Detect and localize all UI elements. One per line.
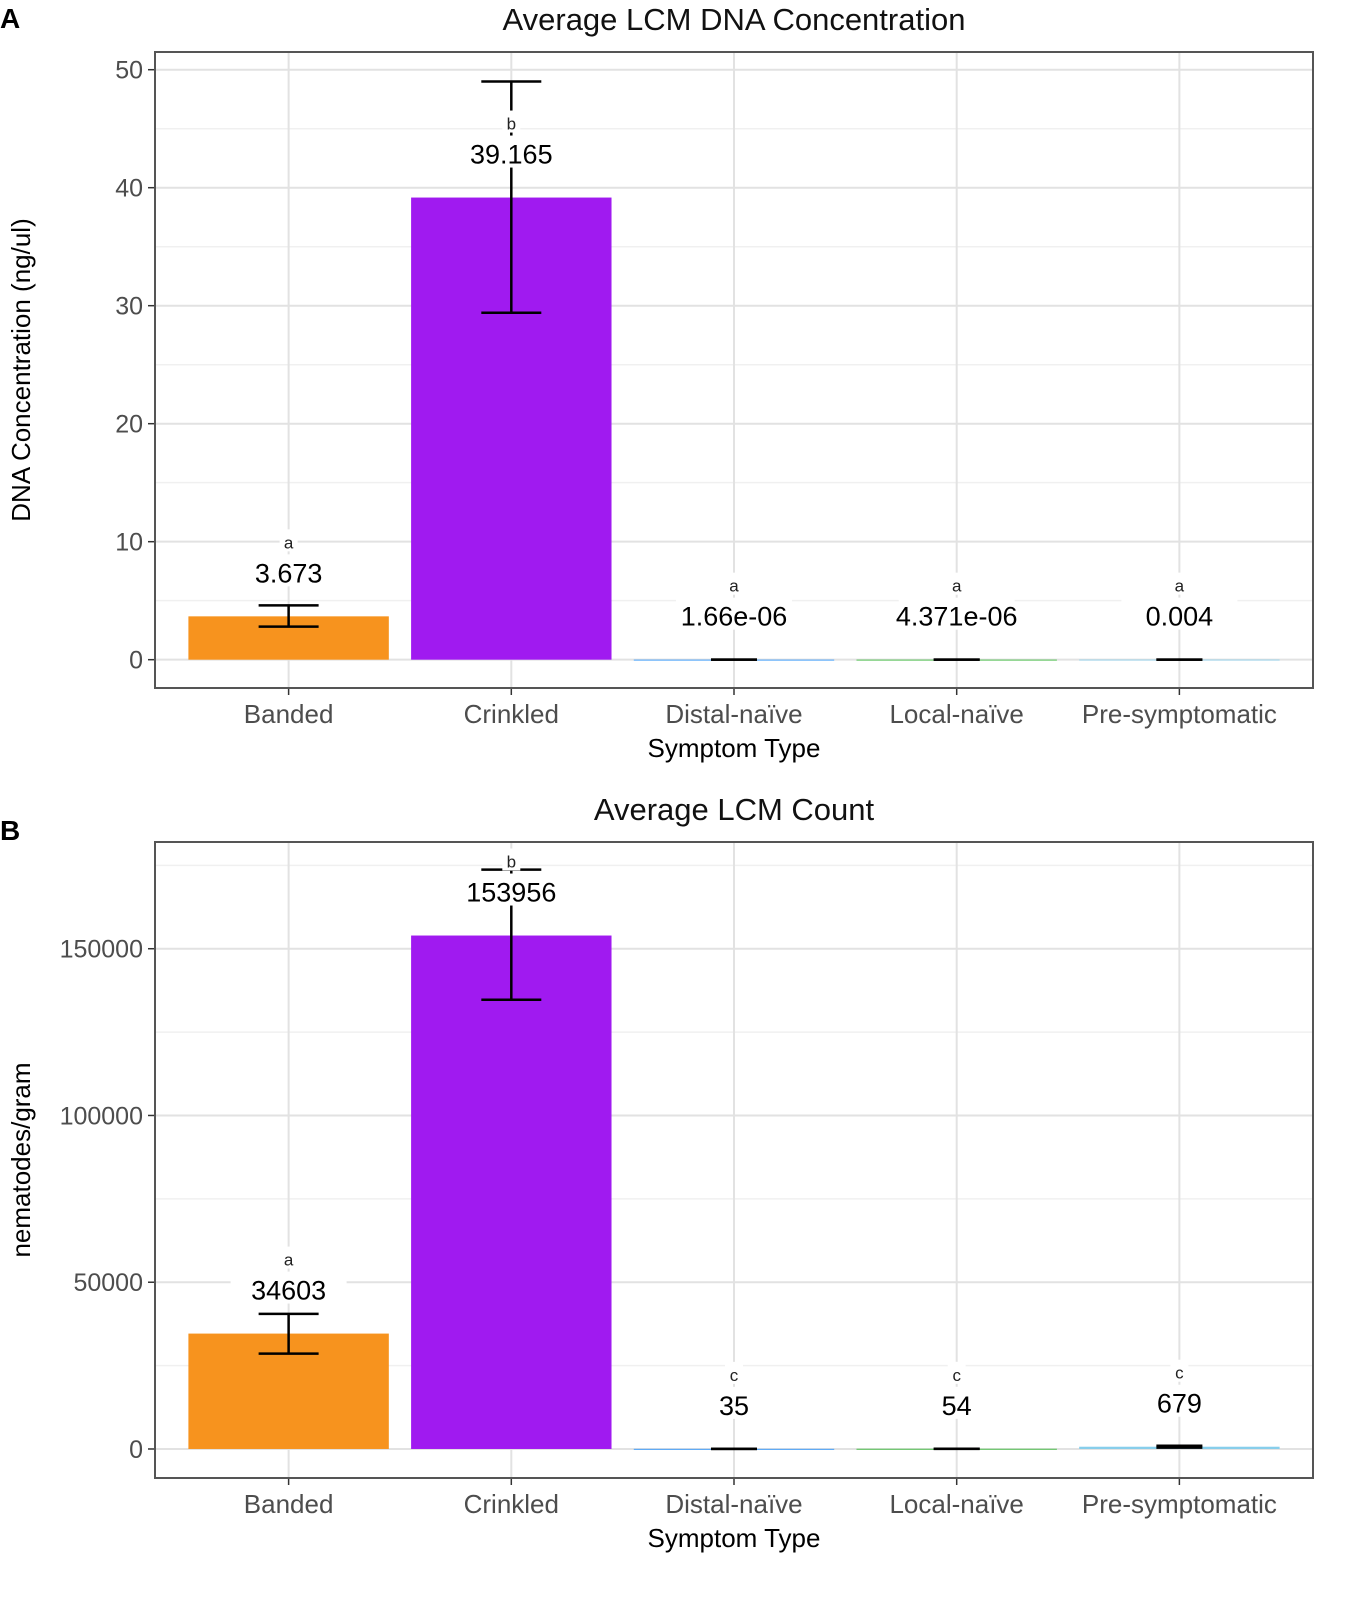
- letter-label-background: [725, 572, 743, 595]
- value-label-background: [898, 597, 1015, 630]
- x-tick-label: Pre-symptomatic: [1082, 1489, 1277, 1519]
- x-tick-label: Distal-naïve: [665, 1489, 802, 1519]
- panel-letter: A: [0, 3, 20, 34]
- y-tick-label: 150000: [60, 936, 143, 964]
- y-axis-title: DNA Concentration (ng/ul): [6, 218, 36, 521]
- value-label-background: [898, 1386, 1015, 1419]
- chart-title: Average LCM Count: [594, 792, 875, 827]
- value-label: 39.165: [470, 140, 553, 170]
- letter-label-background: [279, 529, 298, 552]
- y-tick-label: 0: [129, 1436, 143, 1464]
- value-label: 679: [1157, 1389, 1202, 1419]
- significance-letter: a: [1175, 577, 1185, 596]
- plot-border: [154, 841, 1314, 1479]
- x-tick-label: Distal-naïve: [665, 699, 802, 729]
- x-tick-label: Local-naïve: [889, 1489, 1023, 1519]
- value-label: 4.371e-06: [896, 602, 1018, 632]
- significance-letter: a: [952, 577, 962, 596]
- panel-b: B Average LCM Count 0 50000 100000 150000 3460…: [0, 792, 1314, 1553]
- value-label: 1.66e-06: [681, 602, 788, 632]
- significance-letter: c: [1175, 1364, 1184, 1383]
- value-label-background: [453, 135, 570, 168]
- chart-title: Average LCM DNA Concentration: [503, 2, 966, 37]
- x-tick-label: Banded: [244, 699, 334, 729]
- y-tick-label: 50000: [73, 1269, 143, 1297]
- value-label: 34603: [251, 1276, 326, 1306]
- y-tick-label: 20: [115, 411, 143, 439]
- value-label-background: [1121, 597, 1238, 630]
- significance-letter: c: [952, 1366, 961, 1385]
- y-axis-title: nematodes/gram: [6, 1062, 36, 1257]
- value-label: 54: [942, 1391, 972, 1421]
- letter-label-background: [947, 572, 966, 595]
- letter-label-background: [947, 1361, 966, 1384]
- y-tick-label: 0: [129, 647, 143, 675]
- significance-letter: c: [730, 1366, 739, 1385]
- letter-label-background: [1170, 1359, 1189, 1382]
- value-label-background: [1121, 1384, 1238, 1417]
- significance-letter: a: [729, 577, 739, 596]
- x-tick-label: Pre-symptomatic: [1082, 699, 1277, 729]
- plot-border: [154, 51, 1314, 689]
- letter-label-background: [279, 1246, 298, 1269]
- value-label-background: [453, 873, 570, 906]
- significance-letter: b: [507, 115, 516, 134]
- y-tick-label: 10: [115, 529, 143, 557]
- x-tick-label: Local-naïve: [889, 699, 1023, 729]
- bar-crinkled: [411, 935, 612, 1449]
- value-label: 35: [719, 1391, 749, 1421]
- y-tick-label: 30: [115, 293, 143, 321]
- panel-letter: B: [0, 815, 20, 846]
- significance-letter: b: [507, 853, 516, 872]
- significance-letter: a: [284, 1251, 294, 1270]
- x-axis-title: Symptom Type: [648, 733, 821, 763]
- value-label: 153956: [466, 878, 556, 908]
- x-tick-label: Crinkled: [464, 699, 559, 729]
- value-label-background: [676, 1386, 792, 1419]
- value-label-background: [676, 597, 792, 630]
- letter-label-background: [725, 1361, 743, 1384]
- significance-letter: a: [284, 533, 294, 552]
- x-tick-label: Banded: [244, 1489, 334, 1519]
- value-label-background: [230, 554, 347, 587]
- letter-label-background: [1170, 572, 1189, 595]
- y-tick-label: 40: [115, 175, 143, 203]
- x-axis-title: Symptom Type: [648, 1523, 821, 1553]
- panel-a: A Average LCM DNA Concentration 0 10 20 30 40 5…: [0, 2, 1314, 763]
- value-label: 0.004: [1146, 602, 1214, 632]
- letter-label-background: [502, 110, 521, 133]
- y-tick-label: 50: [115, 57, 143, 85]
- y-tick-label: 100000: [60, 1102, 143, 1130]
- x-tick-label: Crinkled: [464, 1489, 559, 1519]
- value-label: 3.673: [255, 558, 323, 588]
- value-label-background: [230, 1271, 347, 1304]
- letter-label-background: [502, 848, 521, 871]
